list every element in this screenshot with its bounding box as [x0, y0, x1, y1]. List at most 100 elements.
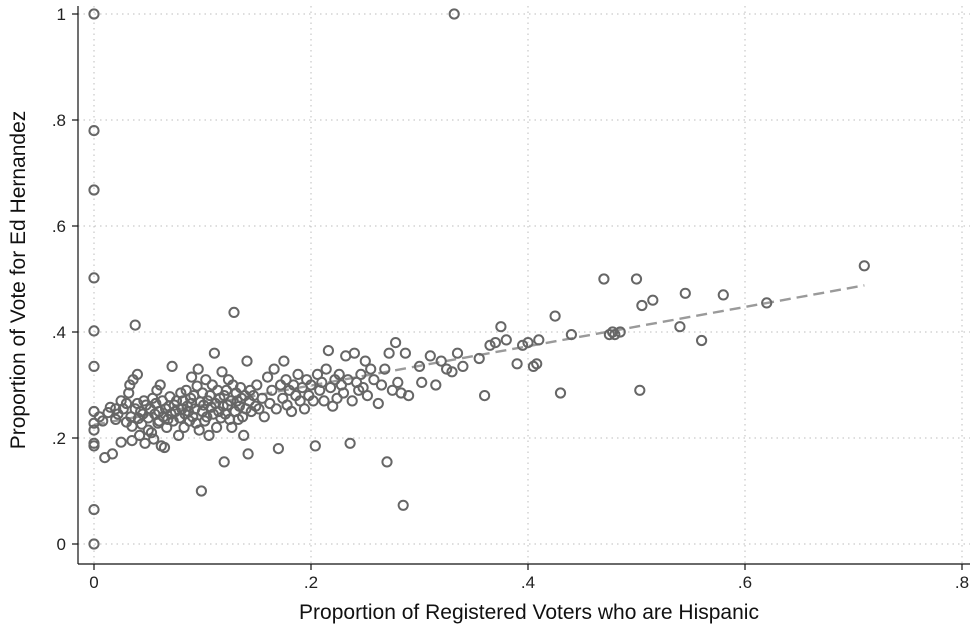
data-point — [479, 390, 491, 402]
data-point — [173, 429, 185, 441]
data-point — [285, 405, 298, 418]
data-point — [88, 424, 100, 436]
data-point — [129, 403, 141, 415]
data-point — [195, 485, 207, 497]
data-point — [228, 306, 240, 318]
data-point — [679, 287, 691, 299]
data-point — [106, 448, 119, 460]
data-point — [298, 403, 311, 415]
data-point — [264, 397, 276, 410]
data-point — [241, 355, 253, 367]
data-point — [201, 411, 213, 423]
data-point — [191, 380, 203, 392]
data-point — [517, 339, 529, 351]
data-point — [129, 319, 141, 331]
data-point — [307, 395, 319, 407]
data-point — [305, 379, 317, 391]
data-point — [348, 347, 360, 359]
data-point — [148, 433, 160, 445]
data-point — [226, 421, 238, 433]
data-point — [383, 347, 395, 359]
data-point — [549, 310, 561, 322]
data-point — [238, 429, 250, 441]
y-tick-label: .6 — [52, 217, 66, 236]
data-point — [216, 366, 228, 378]
data-point — [361, 390, 373, 402]
data-point — [135, 405, 147, 418]
data-point — [413, 360, 426, 372]
data-point — [250, 400, 262, 412]
data-point — [365, 363, 377, 375]
data-point — [316, 376, 328, 388]
data-point — [368, 374, 380, 386]
data-point — [379, 363, 391, 375]
data-point — [333, 368, 345, 380]
points-layer — [88, 8, 870, 550]
data-point — [192, 363, 204, 375]
data-point — [318, 395, 330, 407]
data-point — [193, 424, 205, 436]
data-point — [275, 379, 287, 391]
data-point — [435, 355, 447, 367]
data-point — [416, 376, 428, 388]
data-point — [858, 260, 870, 272]
data-point — [218, 456, 230, 468]
data-point — [123, 387, 135, 399]
data-point — [258, 411, 270, 423]
data-point — [104, 401, 116, 413]
y-tick-label: .4 — [52, 323, 66, 342]
y-tick-label: 1 — [57, 5, 66, 24]
data-point — [120, 397, 133, 410]
y-tick-label: .2 — [52, 429, 66, 448]
data-point — [88, 325, 100, 337]
data-point — [554, 387, 567, 399]
data-point — [88, 538, 100, 550]
data-point — [251, 379, 263, 391]
data-point — [88, 125, 100, 137]
data-point — [220, 384, 232, 396]
data-point — [647, 294, 659, 306]
data-point — [489, 337, 501, 349]
data-point — [203, 429, 215, 441]
data-point — [211, 421, 223, 433]
data-point — [139, 437, 151, 449]
data-point — [322, 345, 334, 357]
data-point — [399, 347, 411, 359]
data-point — [158, 441, 171, 454]
x-axis-title: Proportion of Registered Voters who are … — [299, 601, 759, 624]
axes: 0 .2 .4 .6 .8 0 .2 .4 .6 .8 1 — [52, 5, 970, 592]
data-point — [88, 8, 100, 20]
data-point — [430, 379, 442, 391]
data-point — [565, 329, 578, 341]
data-point — [761, 297, 773, 309]
x-tick-label: .6 — [738, 573, 752, 592]
data-point — [448, 8, 460, 20]
data-point — [346, 395, 358, 407]
y-axis-title: Proportion of Vote for Ed Hernandez — [7, 111, 30, 450]
data-point — [166, 360, 178, 372]
data-point — [344, 437, 356, 449]
x-tick-label: .8 — [955, 573, 969, 592]
data-point — [473, 352, 485, 365]
data-point — [372, 397, 384, 410]
data-point — [204, 390, 216, 402]
data-point — [134, 429, 146, 441]
data-point — [110, 403, 122, 415]
data-point — [200, 374, 212, 386]
data-point — [495, 321, 507, 333]
data-point — [337, 387, 350, 399]
data-point — [88, 184, 100, 196]
data-point — [674, 321, 686, 333]
data-point — [208, 347, 220, 359]
data-point — [88, 440, 100, 452]
data-point — [186, 371, 198, 383]
data-point — [185, 392, 197, 404]
data-point — [320, 363, 332, 375]
data-point — [634, 384, 646, 396]
fit-line-layer — [93, 284, 865, 426]
data-point — [359, 355, 371, 367]
data-point — [225, 395, 237, 407]
data-point — [242, 448, 254, 460]
data-point — [607, 326, 619, 338]
